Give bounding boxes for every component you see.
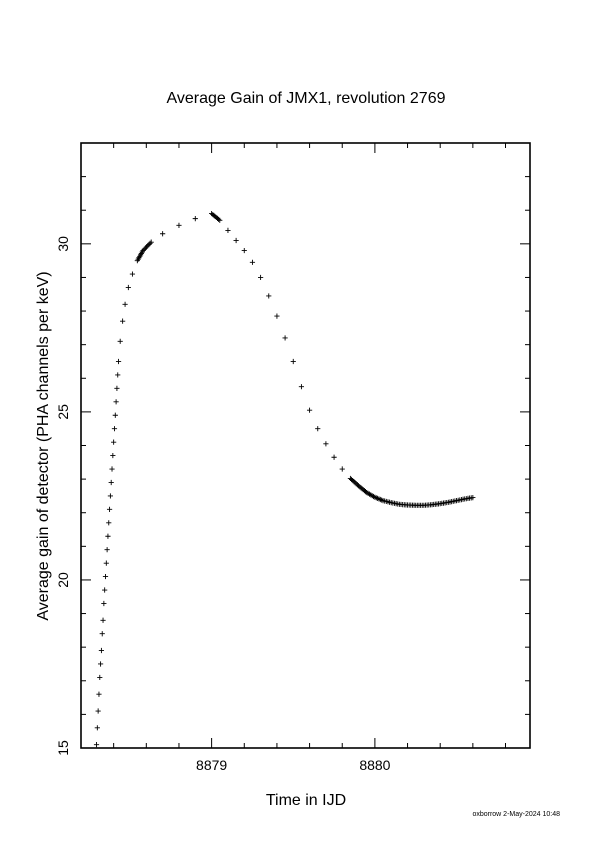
- data-point: [266, 293, 272, 299]
- data-point: [147, 240, 153, 246]
- data-point: [111, 426, 118, 432]
- y-tick-label: 20: [55, 572, 71, 588]
- data-point: [148, 239, 154, 245]
- data-point: [176, 222, 182, 228]
- data-point: [115, 372, 121, 378]
- data-point: [112, 412, 118, 418]
- data-point: [298, 384, 305, 390]
- data-point: [97, 674, 103, 681]
- data-point: [282, 335, 288, 341]
- data-point: [102, 573, 109, 580]
- data-point: [249, 259, 256, 265]
- data-point: [125, 284, 131, 291]
- data-point: [470, 495, 476, 501]
- data-point: [217, 217, 223, 223]
- data-point: [117, 338, 123, 344]
- data-point: [331, 454, 337, 460]
- data-point: [115, 358, 122, 365]
- data-point: [102, 587, 108, 593]
- data-point: [94, 725, 100, 731]
- x-tick-label: 8879: [196, 757, 227, 773]
- data-point: [101, 600, 107, 607]
- y-tick-label: 15: [55, 740, 71, 756]
- data-point: [108, 479, 114, 486]
- y-tick-label: 30: [55, 236, 71, 252]
- x-tick-label: 8880: [359, 757, 390, 773]
- axis-tick-labels: 8879 8880 15 20 25 30: [55, 236, 391, 773]
- data-point: [99, 631, 105, 637]
- data-point: [323, 441, 329, 447]
- x-axis-label: Time in IJD: [266, 792, 346, 809]
- data-point: [160, 231, 166, 237]
- y-axis-label: Average gain of detector (PHA channels p…: [35, 271, 52, 620]
- data-point: [109, 466, 115, 472]
- data-point: [111, 439, 117, 445]
- data-point: [306, 407, 313, 413]
- data-point: [110, 452, 116, 459]
- data-point: [103, 560, 109, 566]
- data-point: [122, 301, 128, 307]
- data-point: [339, 466, 345, 472]
- chart-title: Average Gain of JMX1, revolution 2769: [167, 90, 446, 107]
- data-point: [140, 247, 146, 254]
- data-point: [97, 661, 104, 667]
- data-point: [93, 742, 100, 748]
- data-point: [145, 243, 151, 249]
- data-point: [106, 520, 112, 526]
- data-point: [114, 385, 120, 391]
- data-point: [104, 547, 110, 553]
- footer-credit: oxborrow 2-May-2024 10:48: [472, 811, 560, 818]
- data-point: [315, 426, 321, 432]
- data-point: [95, 708, 101, 714]
- data-point: [241, 247, 247, 254]
- y-tick-label: 25: [55, 404, 71, 420]
- data-point: [233, 237, 239, 244]
- data-point: [96, 691, 102, 697]
- data-point: [120, 318, 126, 324]
- data-point: [192, 216, 198, 222]
- data-point: [216, 216, 222, 222]
- data-point: [142, 245, 148, 251]
- data-point: [225, 227, 231, 233]
- data-marks: [93, 210, 476, 748]
- data-point: [274, 313, 280, 319]
- data-point: [143, 244, 150, 250]
- data-point: [107, 493, 113, 499]
- axis-ticks: [80, 142, 530, 748]
- data-point: [100, 617, 106, 623]
- data-point: [106, 506, 113, 512]
- data-point: [146, 241, 152, 248]
- data-point: [98, 647, 105, 654]
- data-point: [129, 271, 136, 277]
- data-point: [290, 358, 296, 365]
- data-point: [105, 533, 111, 539]
- data-point: [258, 274, 264, 281]
- data-point: [113, 399, 119, 405]
- plot-frame: [80, 142, 531, 749]
- data-point: [141, 246, 147, 252]
